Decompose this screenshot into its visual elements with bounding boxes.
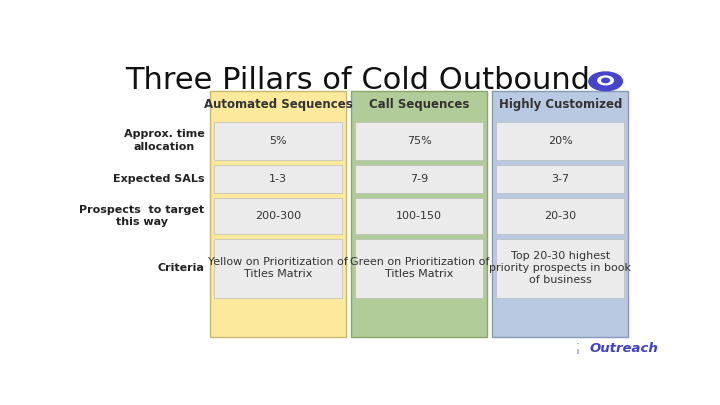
Text: Call Sequences: Call Sequences — [369, 98, 469, 111]
Text: Outreach: Outreach — [590, 342, 658, 355]
FancyBboxPatch shape — [496, 122, 624, 160]
FancyBboxPatch shape — [215, 165, 342, 193]
Text: 7-9: 7-9 — [410, 174, 428, 184]
FancyBboxPatch shape — [496, 198, 624, 234]
FancyBboxPatch shape — [210, 91, 346, 337]
Circle shape — [589, 72, 622, 91]
FancyBboxPatch shape — [492, 91, 629, 337]
FancyBboxPatch shape — [356, 239, 483, 298]
Text: 20-30: 20-30 — [544, 211, 576, 221]
Text: 1-3: 1-3 — [269, 174, 287, 184]
FancyBboxPatch shape — [496, 165, 624, 193]
FancyBboxPatch shape — [215, 239, 342, 298]
Circle shape — [598, 76, 613, 85]
FancyBboxPatch shape — [351, 91, 487, 337]
Text: Top 20-30 highest
priority prospects in book
of business: Top 20-30 highest priority prospects in … — [489, 251, 631, 286]
Text: Criteria: Criteria — [158, 263, 204, 273]
Text: Three Pillars of Cold Outbound: Three Pillars of Cold Outbound — [125, 66, 590, 95]
Text: 200-300: 200-300 — [255, 211, 301, 221]
Text: Expected SALs: Expected SALs — [113, 174, 204, 184]
Text: Automated Sequences: Automated Sequences — [204, 98, 353, 111]
FancyBboxPatch shape — [215, 198, 342, 234]
Text: 3-7: 3-7 — [551, 174, 570, 184]
Text: 75%: 75% — [407, 136, 431, 145]
Text: Prospects  to target
this way: Prospects to target this way — [79, 205, 204, 227]
FancyBboxPatch shape — [496, 239, 624, 298]
FancyBboxPatch shape — [356, 165, 483, 193]
FancyBboxPatch shape — [215, 122, 342, 160]
FancyBboxPatch shape — [356, 122, 483, 160]
Text: 20%: 20% — [548, 136, 572, 145]
Text: Approx. time
allocation: Approx. time allocation — [124, 129, 204, 152]
Text: 5%: 5% — [269, 136, 287, 145]
Text: Highly Customized: Highly Customized — [498, 98, 622, 111]
Text: Yellow on Prioritization of
Titles Matrix: Yellow on Prioritization of Titles Matri… — [208, 257, 348, 279]
Text: 100-150: 100-150 — [396, 211, 442, 221]
Circle shape — [602, 78, 610, 83]
Text: Green on Prioritization of
Titles Matrix: Green on Prioritization of Titles Matrix — [349, 257, 489, 279]
FancyBboxPatch shape — [356, 198, 483, 234]
